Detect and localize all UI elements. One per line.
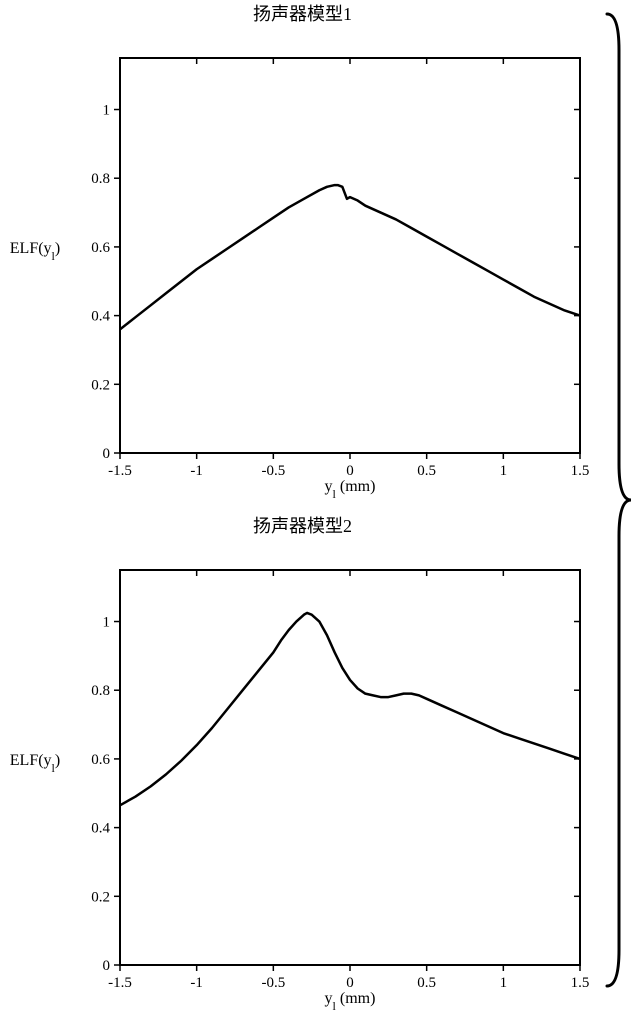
svg-text:0: 0 bbox=[346, 463, 354, 479]
right-brace-icon bbox=[605, 10, 633, 990]
svg-text:yl (mm): yl (mm) bbox=[325, 990, 376, 1013]
svg-text:1: 1 bbox=[103, 615, 111, 631]
svg-text:-1.5: -1.5 bbox=[108, 463, 132, 479]
svg-text:0.4: 0.4 bbox=[91, 821, 110, 837]
svg-text:1: 1 bbox=[500, 975, 508, 991]
svg-text:0.6: 0.6 bbox=[91, 752, 110, 768]
svg-text:0.4: 0.4 bbox=[91, 309, 110, 325]
svg-text:0.2: 0.2 bbox=[91, 889, 110, 905]
svg-text:ELF(yl): ELF(yl) bbox=[10, 752, 60, 775]
svg-text:-1: -1 bbox=[190, 463, 203, 479]
chart2-container: 扬声器模型2 -1.5 -1 -0.5 0 0.5 1 1.5 0 0.2 0.4 0.6 0.8 1 y… bbox=[0, 512, 605, 1020]
chart2-title: 扬声器模型2 bbox=[0, 512, 605, 538]
svg-text:1.5: 1.5 bbox=[571, 463, 590, 479]
svg-text:0.8: 0.8 bbox=[91, 171, 110, 187]
chart1-container: 扬声器模型1 -1.5 -1 -0.5 0 0.5 1 1.5 0 0.2 0.4 0.6 0.8 1 y… bbox=[0, 0, 605, 508]
svg-text:1: 1 bbox=[500, 463, 508, 479]
chart1-svg: -1.5 -1 -0.5 0 0.5 1 1.5 0 0.2 0.4 0.6 0.8 1 yl (mm) E… bbox=[0, 28, 605, 508]
svg-text:-0.5: -0.5 bbox=[261, 975, 285, 991]
svg-text:0.5: 0.5 bbox=[417, 975, 436, 991]
chart2-svg: -1.5 -1 -0.5 0 0.5 1 1.5 0 0.2 0.4 0.6 0.8 1 yl (mm) E… bbox=[0, 540, 605, 1020]
svg-text:1.5: 1.5 bbox=[571, 975, 590, 991]
svg-text:0.5: 0.5 bbox=[417, 463, 436, 479]
svg-text:0: 0 bbox=[103, 958, 111, 974]
svg-text:0.6: 0.6 bbox=[91, 240, 110, 256]
svg-text:-1.5: -1.5 bbox=[108, 975, 132, 991]
svg-text:0.8: 0.8 bbox=[91, 683, 110, 699]
page: 扬声器模型1 -1.5 -1 -0.5 0 0.5 1 1.5 0 0.2 0.4 0.6 0.8 1 y… bbox=[0, 0, 635, 1000]
svg-text:-0.5: -0.5 bbox=[261, 463, 285, 479]
svg-text:yl (mm): yl (mm) bbox=[325, 478, 376, 501]
svg-text:0.2: 0.2 bbox=[91, 377, 110, 393]
svg-text:0: 0 bbox=[346, 975, 354, 991]
svg-text:0: 0 bbox=[103, 446, 111, 462]
chart1-title: 扬声器模型1 bbox=[0, 0, 605, 26]
svg-text:ELF(yl): ELF(yl) bbox=[10, 240, 60, 263]
svg-text:-1: -1 bbox=[190, 975, 203, 991]
svg-text:1: 1 bbox=[103, 103, 111, 119]
